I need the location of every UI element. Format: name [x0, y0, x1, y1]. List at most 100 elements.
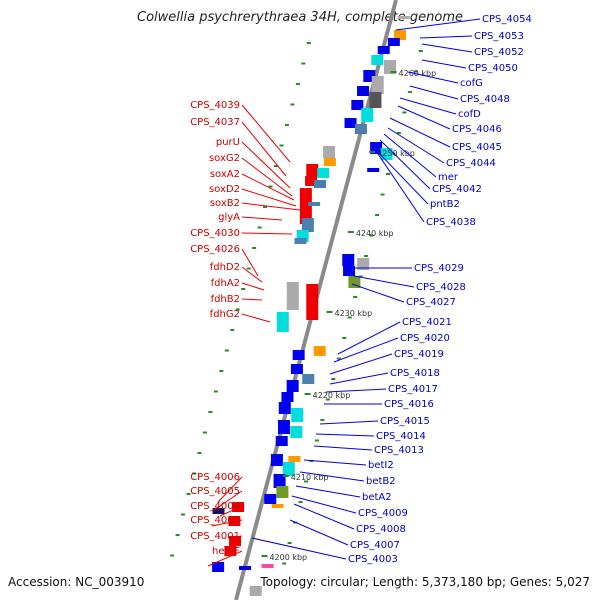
gene-label-right: CPS_4007	[350, 540, 400, 551]
leader-line	[241, 282, 265, 291]
outer-dot	[380, 193, 385, 196]
feature-track	[212, 16, 410, 596]
gene-label-left: soxA2	[210, 169, 240, 180]
gene-label-left: purU	[216, 137, 240, 148]
gene-label-right: betB2	[366, 476, 396, 487]
gene-feature	[282, 462, 295, 476]
leader-line	[227, 535, 243, 539]
gene-feature	[212, 508, 225, 514]
gene-label-right: pntB2	[430, 199, 460, 210]
gene-feature	[286, 380, 299, 392]
leader-line	[241, 173, 295, 201]
outer-dot	[202, 431, 207, 434]
ruler-label: 4210 kbp	[291, 473, 329, 482]
gene-feature	[212, 562, 225, 572]
right-leader-lines	[251, 18, 481, 560]
ruler-label: 4260 kbp	[399, 69, 437, 78]
leader-line	[241, 104, 291, 163]
outer-dot	[263, 206, 268, 208]
leader-line	[375, 149, 429, 205]
outer-dot	[181, 513, 186, 516]
outer-dot	[331, 378, 336, 380]
ruler-label: 4200 kbp	[269, 553, 307, 562]
leader-line	[207, 550, 243, 567]
gene-feature	[271, 504, 284, 508]
leader-line	[295, 485, 361, 498]
leader-line	[241, 298, 263, 301]
ruler-label: 4230 kbp	[335, 309, 373, 318]
outer-dot	[353, 296, 358, 298]
gene-label-left: hemF	[212, 546, 240, 557]
gene-feature	[306, 284, 319, 320]
gene-feature	[393, 30, 406, 40]
leader-line	[421, 43, 473, 53]
right-gene-labels: CPS_4054 CPS_4053 CPS_4052 CPS_4050 cofG CPS_…	[348, 14, 532, 565]
gene-label-left: CPS_4006	[190, 472, 240, 483]
gene-feature	[290, 364, 303, 374]
accession-text: Accession: NC_003910	[8, 575, 145, 589]
gene-label-right: CPS_4042	[432, 184, 482, 195]
leader-line	[329, 372, 389, 385]
outer-dot	[402, 111, 407, 114]
outer-dot	[224, 349, 229, 352]
gene-feature	[290, 426, 303, 438]
outer-dot	[246, 267, 251, 270]
outer-dot	[358, 275, 363, 278]
outer-dot	[301, 62, 306, 65]
gene-label-right: CPS_4046	[452, 124, 502, 135]
outer-dot	[342, 337, 347, 339]
gene-feature	[276, 312, 289, 332]
gene-feature	[377, 46, 390, 54]
gene-feature	[323, 158, 336, 166]
gene-feature	[281, 392, 294, 402]
leader-line	[409, 85, 459, 100]
leader-line	[353, 275, 415, 288]
outer-dot	[375, 214, 380, 216]
gene-feature	[273, 474, 286, 488]
outer-dot	[170, 554, 175, 557]
gene-feature	[291, 408, 304, 422]
outer-dot	[252, 247, 257, 249]
outer-dot	[241, 288, 246, 290]
gene-feature	[286, 282, 299, 310]
outer-dot	[208, 411, 213, 413]
leader-line	[241, 157, 293, 197]
outer-dot	[284, 124, 289, 126]
leader-line	[313, 445, 373, 451]
leader-line	[241, 232, 293, 235]
ruler-label: 4220 kbp	[313, 391, 351, 400]
gene-label-left: CPS_4037	[190, 117, 240, 128]
outer-dot	[219, 370, 224, 372]
position-ruler: 4260 kbp 4250 kbp 4240 kbp 4230 kbp 4220 kbp…	[261, 69, 436, 562]
leader-line	[421, 59, 467, 69]
outer-dot	[295, 83, 300, 85]
ruler-tick	[347, 231, 354, 233]
gene-feature	[306, 164, 319, 176]
gene-label-left: fdhB2	[211, 294, 240, 305]
leader-line	[377, 153, 425, 223]
gene-label-right: betI2	[368, 460, 394, 471]
gene-feature	[357, 86, 370, 96]
gene-feature	[301, 218, 314, 232]
ruler-tick	[282, 475, 289, 477]
gene-label-left: CPS_4001	[190, 531, 240, 542]
gene-feature	[342, 254, 355, 266]
leader-line	[241, 266, 263, 283]
leader-line	[299, 471, 365, 482]
leader-line	[337, 321, 401, 355]
leader-line	[303, 459, 367, 466]
gene-label-right: mer	[438, 172, 459, 183]
leader-line	[395, 18, 481, 31]
gene-label-left: CPS_4026	[190, 244, 240, 255]
gene-label-right: CPS_4029	[414, 263, 464, 274]
gene-feature	[224, 546, 237, 556]
gene-label-left: glyA	[218, 212, 240, 223]
gene-feature	[317, 168, 330, 178]
leader-line	[325, 388, 387, 393]
outer-dot	[279, 144, 284, 147]
leader-line	[399, 97, 457, 115]
leader-line	[241, 202, 301, 211]
gene-feature	[308, 202, 321, 206]
outer-dot	[273, 165, 278, 167]
gene-label-right: CPS_4044	[446, 158, 496, 169]
